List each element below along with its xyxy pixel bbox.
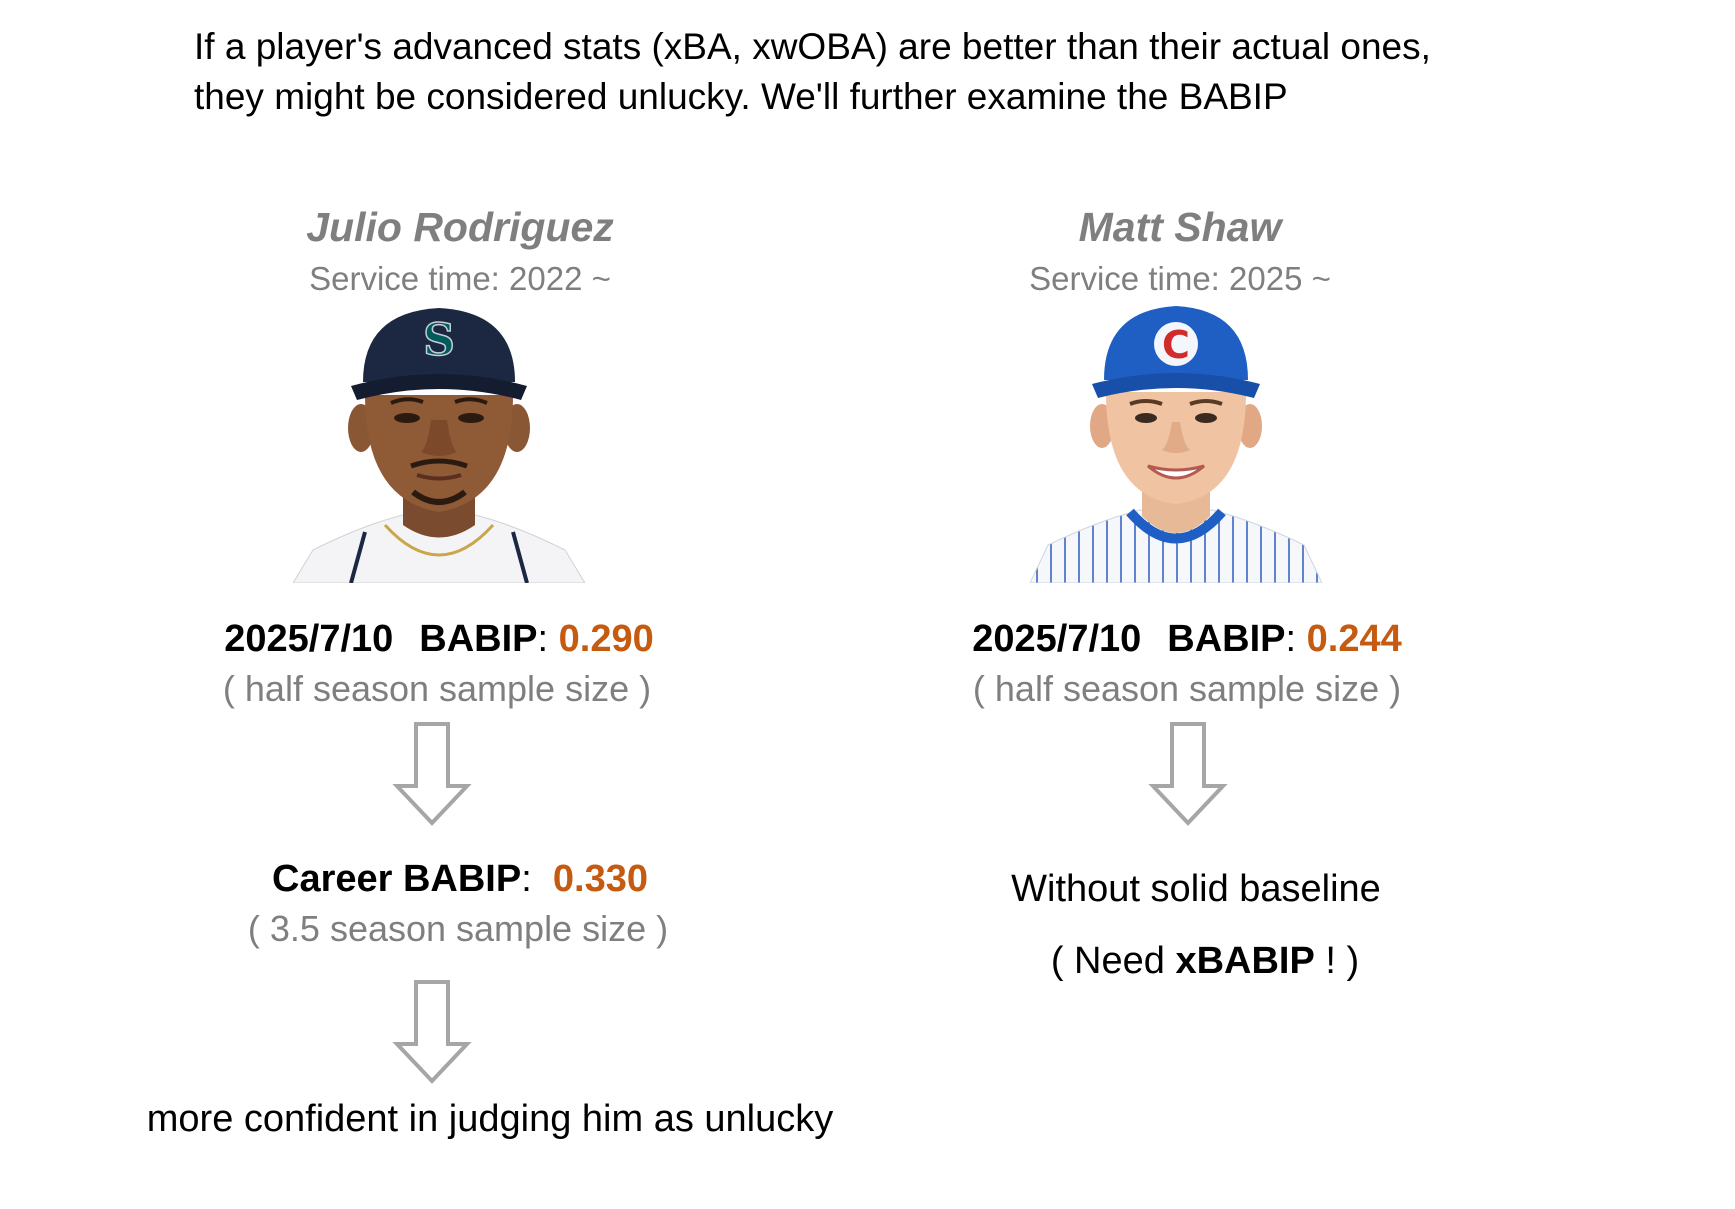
left-sample-size: ( half season sample size ) bbox=[222, 668, 652, 709]
right-conclusion: Without solid baseline bbox=[1011, 868, 1381, 910]
right-babip-value: 0.244 bbox=[1306, 618, 1402, 660]
svg-text:C: C bbox=[1162, 323, 1190, 367]
left-arrow-1-icon bbox=[392, 722, 472, 826]
left-player-photo: S bbox=[293, 308, 585, 583]
right-need-prefix: ( Need bbox=[1050, 940, 1176, 982]
right-arrow-icon bbox=[1148, 722, 1228, 826]
left-career-value: 0.330 bbox=[552, 858, 648, 900]
right-need-xbabip: ( Need xBABIP ! ) bbox=[875, 940, 1535, 983]
left-babip-line: 2025/7/10 BABIP: 0.290 bbox=[224, 618, 654, 660]
right-date: 2025/7/10 bbox=[972, 618, 1142, 660]
left-player-name: Julio Rodriguez bbox=[306, 204, 614, 250]
left-arrow-2-icon bbox=[392, 980, 472, 1084]
left-conclusion: more confident in judging him as unlucky bbox=[146, 1098, 834, 1140]
right-babip-label: BABIP bbox=[1167, 618, 1286, 660]
right-player-name: Matt Shaw bbox=[1078, 204, 1282, 250]
right-service-time: Service time: 2025 ~ bbox=[1029, 260, 1331, 297]
left-career-label: Career BABIP bbox=[272, 858, 522, 900]
intro-line-1: If a player's advanced stats (xBA, xwOBA… bbox=[194, 26, 1431, 67]
right-need-suffix: ! ) bbox=[1314, 940, 1360, 982]
left-career-babip-line: Career BABIP: 0.330 bbox=[272, 858, 648, 900]
right-sample-size: ( half season sample size ) bbox=[972, 668, 1402, 709]
left-service-time: Service time: 2022 ~ bbox=[309, 260, 611, 297]
left-career-sample-size: ( 3.5 season sample size ) bbox=[247, 908, 669, 949]
intro-line-2: they might be considered unlucky. We'll … bbox=[194, 76, 1288, 117]
right-need-bold: xBABIP bbox=[1175, 940, 1315, 982]
left-date: 2025/7/10 bbox=[224, 618, 394, 660]
right-player-photo: C bbox=[1030, 306, 1322, 583]
intro-text: If a player's advanced stats (xBA, xwOBA… bbox=[194, 22, 1594, 122]
svg-text:S: S bbox=[423, 315, 455, 366]
right-babip-line: 2025/7/10 BABIP: 0.244 bbox=[972, 618, 1402, 660]
left-babip-label: BABIP bbox=[419, 618, 538, 660]
left-babip-value: 0.290 bbox=[558, 618, 654, 660]
